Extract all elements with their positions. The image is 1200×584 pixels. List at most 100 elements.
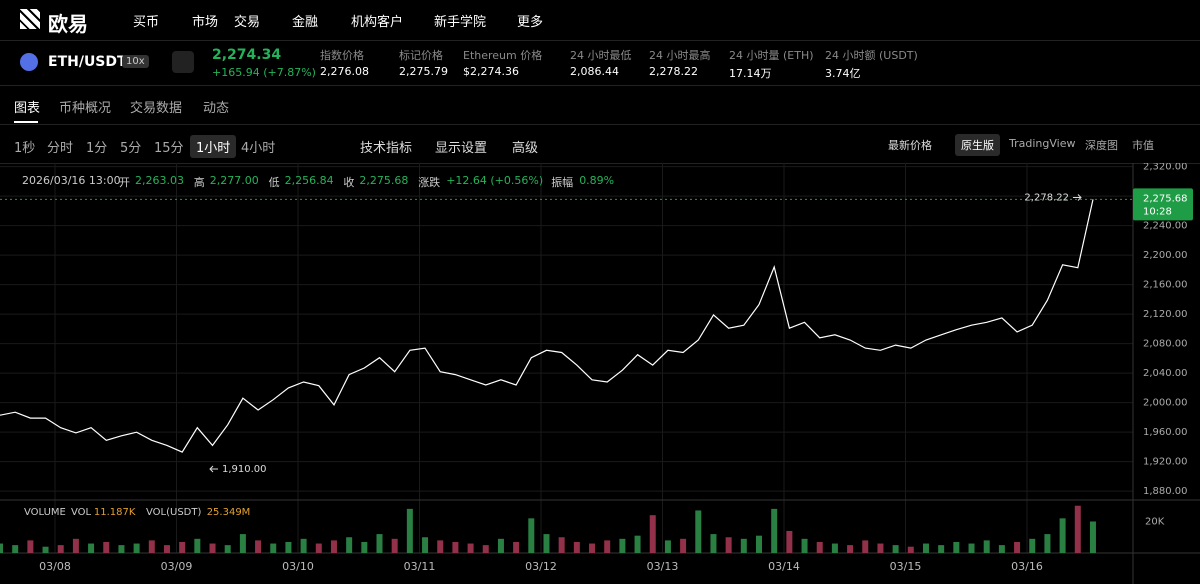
volume-bar bbox=[771, 508, 778, 553]
y-tick-label: 2,160.00 bbox=[1143, 280, 1188, 291]
ohlc-value: 2,263.03 bbox=[135, 174, 184, 187]
volume-bar bbox=[619, 538, 626, 553]
tool[interactable]: 技术指标 bbox=[360, 141, 413, 156]
pair: ETH/USDT bbox=[48, 54, 127, 70]
volume-bar bbox=[422, 537, 429, 553]
volume-bar bbox=[983, 540, 990, 553]
volume-bar bbox=[862, 540, 869, 553]
volume-bar bbox=[1014, 541, 1021, 553]
view-option[interactable]: 原生版 bbox=[955, 134, 1000, 156]
x-tick-label: 03/15 bbox=[890, 560, 922, 573]
volume-bar bbox=[376, 534, 383, 553]
chart: 03/08 03/09 03/10 03/11 03/12 03/13 03/14 03/15… bbox=[0, 163, 1200, 584]
volume-bar bbox=[513, 541, 520, 553]
ohlc-value: 2,277.00 bbox=[209, 174, 259, 187]
nav-item[interactable]: 市场 bbox=[192, 15, 219, 30]
y-tick-label: 1,880.00 bbox=[1143, 486, 1188, 497]
interval[interactable]: 15分 bbox=[154, 141, 184, 156]
volume-bar bbox=[1044, 534, 1051, 553]
volume-bar bbox=[756, 535, 762, 553]
price-change: +165.94 (+7.87%) bbox=[212, 66, 316, 79]
interval[interactable]: 5分 bbox=[120, 141, 142, 156]
volume-bar bbox=[224, 545, 231, 553]
interval[interactable]: 1小时 bbox=[190, 135, 237, 158]
nav-item[interactable]: 金融 bbox=[292, 15, 319, 30]
tab[interactable]: 币种概况 bbox=[59, 101, 112, 116]
x-tick-label: 03/16 bbox=[1011, 560, 1043, 573]
last-price: 2,274.34 bbox=[212, 47, 282, 63]
high-arrow bbox=[1072, 194, 1082, 201]
volume-bar bbox=[998, 545, 1005, 553]
volume-title: VOLUME bbox=[24, 507, 66, 518]
stat-value: $2,274.36 bbox=[463, 65, 519, 78]
volume-bar bbox=[103, 541, 110, 553]
nav-item[interactable]: 更多 bbox=[517, 15, 544, 30]
volume-bar bbox=[194, 538, 201, 553]
volume-bar bbox=[437, 540, 444, 553]
view-option[interactable]: 市值 bbox=[1132, 139, 1154, 152]
tab[interactable]: 交易数据 bbox=[130, 101, 183, 116]
volume-value: 11.187K bbox=[93, 507, 136, 518]
nav-item[interactable]: 交易 bbox=[234, 15, 261, 30]
logo: 欧易 bbox=[48, 12, 88, 36]
x-tick-label: 03/13 bbox=[647, 560, 679, 573]
volume-bar bbox=[968, 543, 975, 553]
view-option[interactable]: TradingView bbox=[1009, 137, 1076, 150]
volume-bar bbox=[786, 530, 793, 553]
volume-bar bbox=[938, 545, 945, 553]
nav-item[interactable]: 机构客户 bbox=[351, 15, 404, 30]
volume-bar bbox=[72, 538, 79, 553]
x-tick-label: 03/08 bbox=[39, 560, 71, 573]
volume-bar bbox=[634, 535, 641, 553]
interval[interactable]: 4小时 bbox=[241, 141, 276, 156]
volume-bar bbox=[922, 543, 929, 553]
x-tick-label: 03/10 bbox=[282, 560, 314, 573]
volume-bar bbox=[239, 534, 246, 553]
view-option[interactable]: 深度图 bbox=[1085, 139, 1118, 152]
stat-label: 指数价格 bbox=[320, 49, 364, 62]
interval[interactable]: 分时 bbox=[47, 141, 74, 156]
volume-bar bbox=[148, 540, 155, 553]
volume-value: 25.349M bbox=[206, 507, 251, 518]
volume-bar bbox=[179, 541, 186, 553]
volume-bar bbox=[1089, 521, 1096, 553]
interval[interactable]: 1分 bbox=[86, 141, 108, 156]
tool[interactable]: 显示设置 bbox=[435, 141, 488, 156]
y-tick-label: 1,960.00 bbox=[1143, 427, 1188, 438]
tool[interactable]: 高级 bbox=[512, 141, 539, 156]
tab[interactable]: 动态 bbox=[203, 101, 230, 116]
volume-bar bbox=[315, 543, 322, 553]
x-tick-label: 03/12 bbox=[525, 560, 557, 573]
nav-item[interactable]: 新手学院 bbox=[434, 15, 487, 30]
ohlc-label: 收 bbox=[343, 176, 355, 189]
stat-value: 3.74亿 bbox=[825, 67, 861, 80]
volume-bar bbox=[209, 543, 216, 553]
y-tick-label: 2,120.00 bbox=[1143, 309, 1188, 320]
leverage: 10x bbox=[122, 55, 149, 68]
volume-tick-label: 20K bbox=[1145, 516, 1165, 527]
volume-bar bbox=[1029, 538, 1036, 553]
volume-bar bbox=[695, 510, 702, 553]
high-marker: 2,278.22 bbox=[1024, 192, 1069, 203]
volume-label: VOL(USDT) bbox=[146, 507, 202, 518]
interval[interactable]: 1秒 bbox=[14, 141, 36, 156]
volume-bar bbox=[604, 540, 611, 553]
nav-item[interactable]: 买币 bbox=[133, 15, 160, 30]
volume-bar bbox=[831, 543, 838, 553]
price-type[interactable]: 最新价格 bbox=[888, 139, 932, 152]
volume-bar bbox=[680, 538, 687, 553]
x-tick-label: 03/11 bbox=[404, 560, 436, 573]
volume-bar bbox=[118, 545, 125, 553]
tab[interactable]: 图表 bbox=[14, 101, 41, 116]
favorite bbox=[172, 51, 194, 73]
y-tick-label: 2,000.00 bbox=[1143, 398, 1188, 409]
ohlc-label: 涨跌 bbox=[418, 176, 441, 189]
volume-bar bbox=[847, 545, 854, 553]
volume-bar bbox=[391, 538, 398, 553]
volume-bar bbox=[816, 541, 823, 553]
volume-bar bbox=[300, 538, 307, 553]
stat-label: 24 小时量 (ETH) bbox=[729, 49, 814, 62]
volume-bar bbox=[892, 545, 899, 553]
last-price-label: 2,275.68 bbox=[1143, 193, 1188, 204]
